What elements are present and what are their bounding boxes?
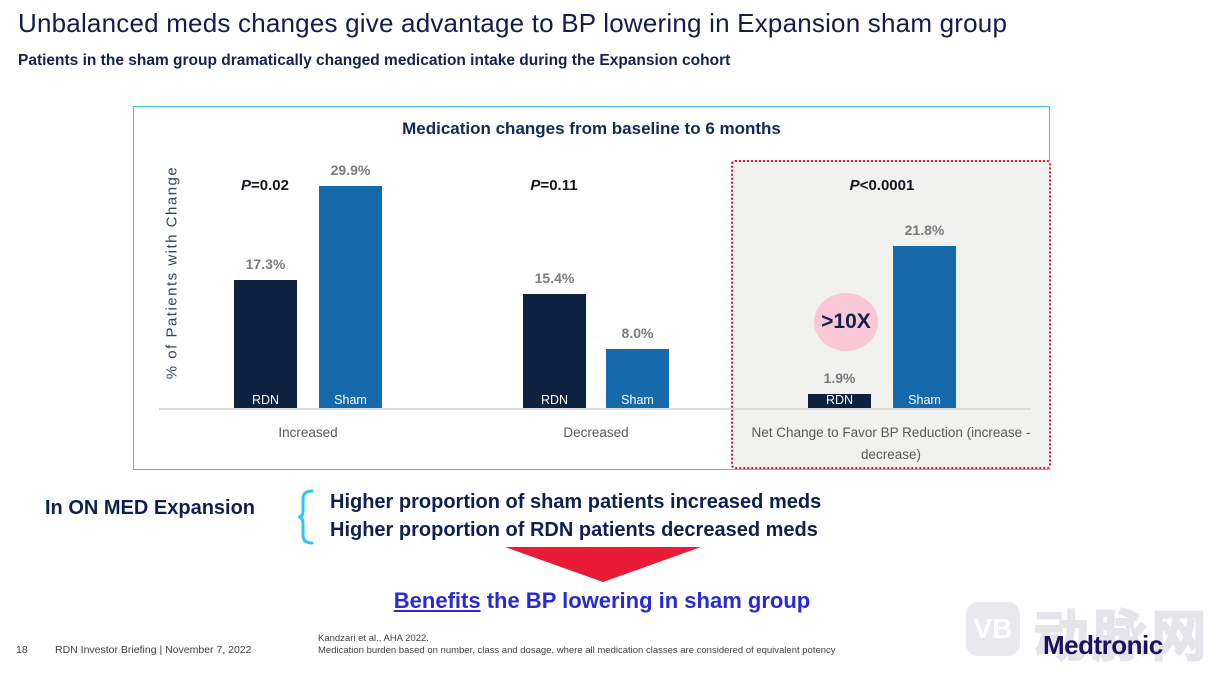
bar-sham-decreased: Sham (606, 349, 669, 408)
bar-sham-net: Sham (893, 246, 956, 408)
series-label-sham: Sham (908, 393, 941, 407)
footnote-citation: Kandzari et al., AHA 2022. (318, 633, 429, 644)
annotation-point-1: Higher proportion of sham patients incre… (330, 491, 822, 513)
annotation-point-2: Higher proportion of RDN patients decrea… (330, 518, 818, 541)
conclusion-text: Benefits the BP lowering in sham group (302, 588, 902, 614)
multiplier-badge: >10X (814, 293, 878, 351)
p-value-decreased: P=0.11 (530, 177, 578, 194)
series-label-sham: Sham (621, 393, 654, 407)
bar-rdn-increased: RDN (234, 280, 297, 408)
p-value-increased: P=0.02 (241, 177, 289, 194)
footnote-method: Medication burden based on number, class… (318, 645, 836, 656)
chart-title: Medication changes from baseline to 6 mo… (402, 119, 781, 138)
value-label-sham-net: 21.8% (904, 222, 945, 238)
watermark-text: 动脉网 (1033, 606, 1211, 668)
bar-sham-increased: Sham (319, 186, 382, 408)
series-label-sham: Sham (334, 393, 367, 407)
slide-title: Unbalanced meds changes give advantage t… (18, 8, 1008, 38)
bar-rdn-decreased: RDN (523, 294, 586, 408)
footer-briefing-text: RDN Investor Briefing | November 7, 2022 (55, 644, 252, 656)
bracket-icon (298, 489, 314, 545)
conclusion-emphasis: Benefits (393, 588, 481, 613)
category-label-increased: Increased (278, 425, 338, 440)
series-label-rdn: RDN (540, 393, 569, 407)
annotation-points: Higher proportion of sham patients incre… (330, 489, 821, 544)
value-label-sham-increased: 29.9% (330, 162, 371, 178)
lead-in-text: In ON MED Expansion (45, 497, 256, 519)
value-label-rdn-net: 1.9% (823, 370, 856, 386)
bar-rdn-net: RDN (808, 393, 871, 408)
x-axis-baseline (159, 408, 1031, 410)
series-label-rdn: RDN (825, 393, 854, 407)
down-arrow-icon (505, 547, 701, 582)
watermark-vb-icon: VB (966, 602, 1020, 656)
value-label-sham-decreased: 8.0% (621, 325, 654, 341)
value-label-rdn-decreased: 15.4% (534, 270, 575, 286)
slide-subtitle: Patients in the sham group dramatically … (18, 52, 731, 69)
category-label-decreased: Decreased (563, 425, 629, 440)
series-label-rdn: RDN (251, 393, 280, 407)
highlight-dotted-box (731, 160, 1051, 469)
category-label-net: Net Change to Favor BP Reduction (increa… (751, 425, 1031, 462)
chart-container: Medication changes from baseline to 6 mo… (133, 106, 1051, 470)
medtronic-logo: Medtronic (1043, 630, 1163, 660)
value-label-rdn-increased: 17.3% (245, 256, 286, 272)
conclusion-rest: the BP lowering in sham group (480, 588, 811, 613)
y-axis-label: % of Patients with Change (163, 165, 181, 380)
page-number: 18 (16, 644, 28, 656)
p-value-net: P<0.0001 (849, 177, 915, 194)
